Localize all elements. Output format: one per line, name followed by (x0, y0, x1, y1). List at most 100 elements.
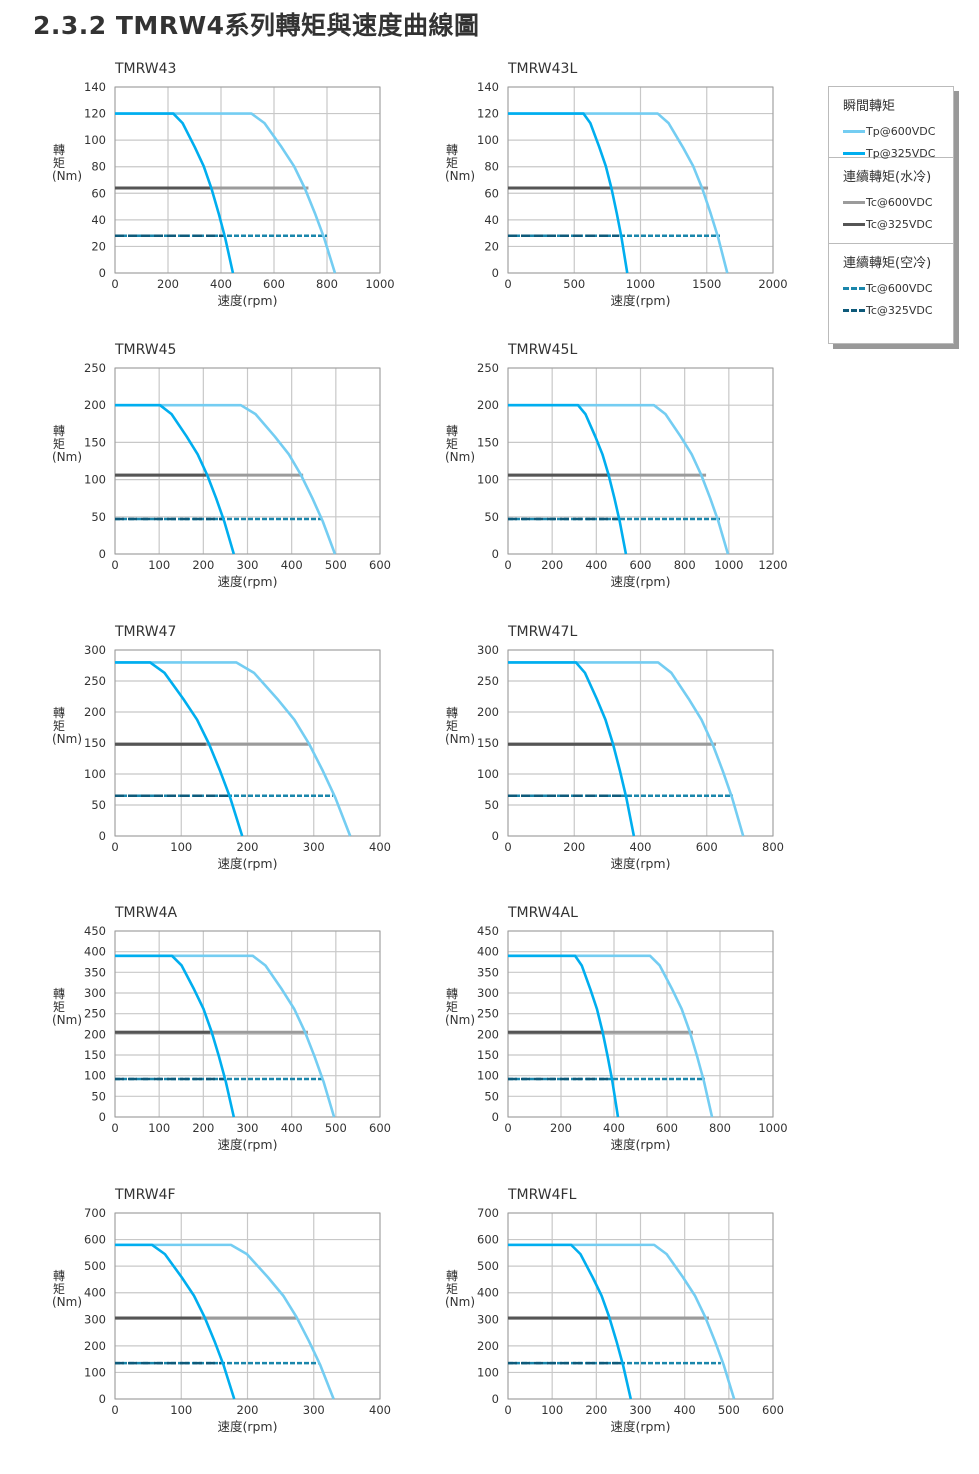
chart-title: TMRW4AL (507, 905, 578, 921)
y-tick-label: 0 (492, 1110, 499, 1124)
y-tick-label: 200 (84, 398, 106, 412)
x-tick-label: 0 (504, 840, 511, 854)
x-tick-label: 300 (303, 1403, 325, 1417)
x-tick-label: 2000 (758, 277, 787, 291)
x-tick-label: 0 (504, 1121, 511, 1135)
y-tick-label: 50 (91, 510, 106, 524)
plot-frame (114, 367, 381, 555)
x-tick-label: 1000 (714, 558, 743, 572)
tp325-curve (115, 954, 236, 1118)
y-tick-label: 700 (84, 1206, 106, 1220)
y-tick-label: 350 (84, 965, 106, 979)
x-axis-label: 速度(rpm) (217, 574, 277, 589)
y-tick-label: 80 (91, 160, 106, 174)
y-tick-label: 60 (91, 186, 106, 200)
chart-title: TMRW4A (114, 905, 178, 921)
y-tick-label: 250 (477, 674, 499, 688)
tp325-curve (115, 661, 244, 837)
y-tick-label: 0 (99, 829, 106, 843)
y-tick-label: 200 (84, 1339, 106, 1353)
y-tick-label: 100 (84, 1069, 106, 1083)
legend-label: Tc@325VDC (866, 217, 933, 231)
x-tick-label: 600 (762, 1403, 784, 1417)
x-axis-label: 速度(rpm) (610, 856, 670, 871)
x-tick-label: 200 (237, 840, 259, 854)
y-tick-label: 250 (84, 1007, 106, 1021)
y-axis-label: 轉矩(Nm) (445, 706, 476, 746)
y-tick-label: 400 (477, 945, 499, 959)
y-tick-label: 150 (84, 736, 106, 750)
y-tick-label: 50 (91, 798, 106, 812)
tp325-curve (508, 954, 620, 1118)
tp600-curve (115, 112, 337, 274)
legend-item: Tc@325VDC (843, 299, 953, 321)
tp325-curve (115, 403, 236, 555)
y-tick-label: 600 (477, 1233, 499, 1247)
x-tick-label: 1000 (626, 277, 655, 291)
y-tick-label: 100 (84, 1365, 106, 1379)
y-axis-label: 轉矩(Nm) (445, 987, 476, 1027)
x-tick-label: 800 (316, 277, 338, 291)
plot-frame (114, 930, 381, 1118)
x-tick-label: 500 (325, 1121, 347, 1135)
y-tick-label: 60 (484, 186, 499, 200)
y-tick-label: 0 (492, 547, 499, 561)
y-tick-label: 140 (84, 80, 106, 94)
x-tick-label: 0 (111, 840, 118, 854)
x-tick-label: 0 (111, 1121, 118, 1135)
x-axis-label: 速度(rpm) (610, 1419, 670, 1434)
x-axis-label: 速度(rpm) (610, 293, 670, 308)
legend-label: Tp@325VDC (866, 146, 936, 160)
legend-swatch (843, 222, 865, 226)
chart-title: TMRW45 (114, 342, 176, 358)
tp600-curve (115, 661, 352, 837)
legend-label: Tc@600VDC (866, 195, 933, 209)
y-tick-label: 100 (84, 767, 106, 781)
x-axis-label: 速度(rpm) (217, 293, 277, 308)
y-tick-label: 20 (91, 239, 106, 253)
chart-tmrw4fl: TMRW4FL 0 100 200 300 400 500 600 700 0 100 200 300 4… (477, 1187, 784, 1434)
y-tick-label: 100 (477, 767, 499, 781)
x-tick-label: 400 (603, 1121, 625, 1135)
plot-frame (114, 1212, 381, 1400)
y-tick-label: 200 (84, 1027, 106, 1041)
chart-title: TMRW47L (507, 624, 577, 640)
y-tick-label: 0 (99, 266, 106, 280)
y-tick-label: 400 (84, 1286, 106, 1300)
chart-title: TMRW4FL (507, 1187, 577, 1203)
page-title: 2.3.2 TMRW4系列轉矩與速度曲線圖 (33, 11, 480, 40)
x-tick-label: 500 (325, 558, 347, 572)
legend-heading: 連續轉矩(水冷) (843, 170, 932, 185)
tp600-curve (115, 403, 337, 555)
y-tick-label: 250 (477, 361, 499, 375)
legend-heading: 瞬間轉矩 (843, 99, 896, 114)
legend-swatch (843, 151, 865, 155)
y-tick-label: 40 (91, 213, 106, 227)
y-tick-label: 300 (477, 986, 499, 1000)
y-tick-label: 0 (99, 547, 106, 561)
x-tick-label: 0 (504, 1403, 511, 1417)
y-tick-label: 500 (477, 1259, 499, 1273)
y-tick-label: 450 (84, 924, 106, 938)
tp325-curve (508, 1243, 633, 1400)
y-tick-label: 50 (484, 510, 499, 524)
plot-frame (507, 86, 774, 274)
tp325-curve (115, 112, 235, 274)
y-tick-label: 50 (484, 798, 499, 812)
legend-item: Tc@325VDC (843, 213, 953, 235)
x-tick-label: 0 (111, 1403, 118, 1417)
y-tick-label: 150 (477, 435, 499, 449)
y-tick-label: 120 (84, 107, 106, 121)
y-tick-label: 300 (84, 986, 106, 1000)
x-tick-label: 500 (563, 277, 585, 291)
x-tick-label: 1200 (758, 558, 787, 572)
x-tick-label: 300 (303, 840, 325, 854)
legend-label: Tc@600VDC (866, 281, 933, 295)
x-tick-label: 400 (210, 277, 232, 291)
x-tick-label: 600 (696, 840, 718, 854)
x-tick-label: 200 (192, 1121, 214, 1135)
x-tick-label: 400 (674, 1403, 696, 1417)
x-tick-label: 500 (718, 1403, 740, 1417)
x-tick-label: 400 (369, 1403, 391, 1417)
